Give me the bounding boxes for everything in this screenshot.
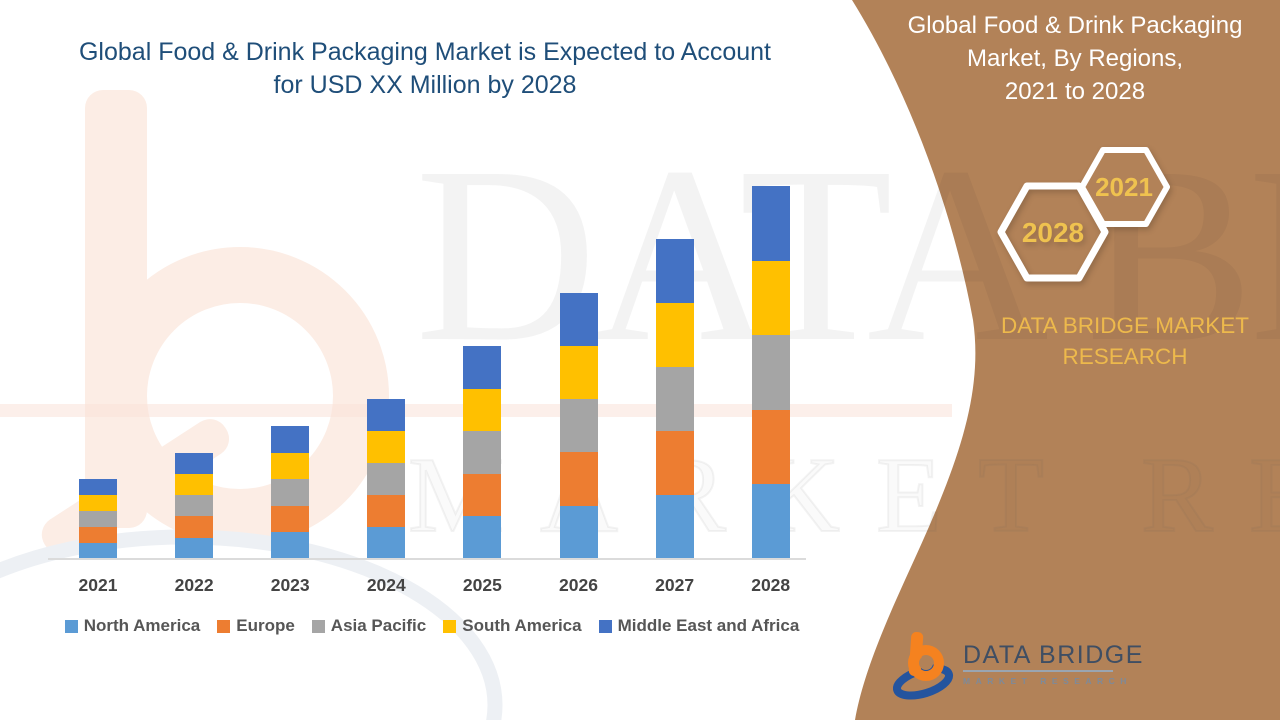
bar-segment-south-america-2023 (271, 452, 310, 480)
year-hexagons: 2028 2021 (997, 147, 1170, 282)
bar-segment-north-america-2022 (175, 537, 214, 559)
logo-divider (963, 670, 1113, 672)
legend-label: Asia Pacific (330, 616, 427, 635)
bar-segment-europe-2028 (751, 409, 790, 485)
legend-swatch-icon (64, 619, 78, 633)
bar-segment-south-america-2026 (559, 345, 598, 400)
side-panel-title-line1: Global Food & Drink Packaging (907, 12, 1243, 39)
bar-segment-north-america-2027 (655, 495, 694, 559)
bar-segment-asia-pacific-2028 (751, 335, 790, 410)
brand-name-line2: RESEARCH (1062, 344, 1188, 369)
bar-2025 (463, 346, 502, 559)
bar-segment-north-america-2023 (271, 532, 310, 559)
bar-segment-middle-east-and-africa-2024 (367, 399, 406, 431)
legend-item-middle-east-and-africa: Middle East and Africa (598, 616, 800, 636)
bar-segment-asia-pacific-2021 (79, 511, 117, 527)
hexagon-2021: 2021 (1079, 147, 1170, 227)
legend-label: Middle East and Africa (617, 616, 800, 635)
legend-item-asia-pacific: Asia Pacific (311, 616, 427, 636)
logo-name: DATA BRIDGE (963, 641, 1144, 669)
bar-segment-middle-east-and-africa-2023 (271, 426, 310, 453)
chart-title: Global Food & Drink Packaging Market is … (55, 36, 795, 102)
chart-legend: North America Europe Asia Pacific South Ame… (48, 616, 816, 636)
chart-title-line2: for USD XX Million by 2028 (273, 71, 577, 99)
bar-segment-south-america-2024 (367, 431, 406, 463)
brand-name-line1: DATA BRIDGE MARKET (1001, 313, 1249, 338)
bar-segment-europe-2024 (367, 495, 406, 527)
bar-segment-asia-pacific-2023 (271, 479, 310, 506)
logo-text-block: DATA BRIDGE MARKET RESEARCH (963, 642, 1144, 686)
hexagon-2021-label: 2021 (1095, 172, 1153, 202)
side-panel-title: Global Food & Drink Packaging Market, By… (900, 9, 1250, 108)
bar-segment-south-america-2021 (79, 495, 117, 511)
bar-segment-asia-pacific-2027 (655, 367, 694, 431)
bar-2023 (271, 426, 310, 559)
x-axis-label-2028: 2028 (751, 575, 791, 595)
legend-label: North America (83, 616, 201, 635)
bar-segment-south-america-2025 (463, 388, 502, 432)
x-axis-label-2026: 2026 (559, 575, 598, 595)
x-axis-label-2027: 2027 (655, 575, 695, 595)
bar-2021 (79, 479, 117, 559)
x-axis-label-2025: 2025 (462, 575, 502, 595)
bar-segment-north-america-2025 (463, 516, 502, 559)
bar-2028 (751, 186, 790, 559)
bar-segment-middle-east-and-africa-2025 (463, 346, 502, 389)
bar-segment-europe-2027 (655, 431, 694, 495)
bar-2026 (559, 292, 598, 559)
bar-segment-middle-east-and-africa-2022 (175, 452, 214, 474)
bar-segment-south-america-2028 (751, 260, 790, 336)
data-bridge-logo-icon (893, 631, 954, 700)
legend-swatch-icon (598, 619, 612, 633)
hexagon-2028-label: 2028 (1022, 217, 1084, 248)
legend-label: South America (462, 616, 582, 635)
legend-swatch-icon (443, 619, 457, 633)
legend-item-north-america: North America (64, 616, 201, 636)
bar-2027 (655, 239, 694, 559)
market-research-watermark-text: MARKET RESEARCH (407, 436, 1280, 555)
side-panel-title-line3: 2021 to 2028 (1004, 78, 1146, 105)
bar-segment-north-america-2028 (751, 484, 790, 559)
bar-segment-europe-2021 (79, 527, 117, 543)
x-axis-line (48, 558, 806, 560)
logo-tagline: MARKET RESEARCH (963, 676, 1132, 686)
bar-segment-europe-2026 (559, 452, 598, 506)
bar-segment-europe-2025 (463, 473, 502, 517)
x-axis-label-2024: 2024 (366, 575, 406, 595)
legend-swatch-icon (311, 619, 325, 633)
bar-segment-middle-east-and-africa-2027 (655, 239, 694, 303)
bar-segment-middle-east-and-africa-2026 (559, 292, 598, 346)
bar-2022 (175, 452, 214, 559)
legend-label: Europe (236, 616, 295, 635)
hexagon-2028: 2028 (997, 182, 1109, 282)
x-axis-label-2022: 2022 (174, 575, 214, 595)
bar-segment-middle-east-and-africa-2021 (79, 479, 117, 495)
legend-swatch-icon (217, 619, 231, 633)
bar-segment-south-america-2022 (175, 473, 214, 496)
bar-segment-north-america-2021 (79, 543, 117, 559)
bar-2024 (367, 399, 406, 559)
bar-segment-asia-pacific-2026 (559, 399, 598, 453)
x-axis-label-2023: 2023 (270, 575, 310, 595)
bar-segment-asia-pacific-2025 (463, 431, 502, 474)
x-axis-label-2021: 2021 (78, 575, 118, 595)
bar-segment-europe-2022 (175, 516, 214, 538)
bar-segment-asia-pacific-2024 (367, 463, 406, 495)
bar-segment-north-america-2024 (367, 527, 406, 559)
legend-item-europe: Europe (217, 616, 295, 636)
bar-segment-north-america-2026 (559, 505, 598, 559)
legend-item-south-america: South America (443, 616, 582, 636)
bar-segment-south-america-2027 (655, 303, 694, 367)
bar-segment-asia-pacific-2022 (175, 495, 214, 517)
bar-segment-europe-2023 (271, 505, 310, 533)
side-panel-title-line2: Market, By Regions, (966, 45, 1184, 72)
brand-name-gold: DATA BRIDGE MARKET RESEARCH (960, 310, 1280, 372)
chart-title-line1: Global Food & Drink Packaging Market is … (78, 38, 772, 66)
data-bridge-logo: DATA BRIDGE MARKET RESEARCH (893, 630, 1144, 702)
bar-segment-middle-east-and-africa-2028 (751, 186, 790, 261)
